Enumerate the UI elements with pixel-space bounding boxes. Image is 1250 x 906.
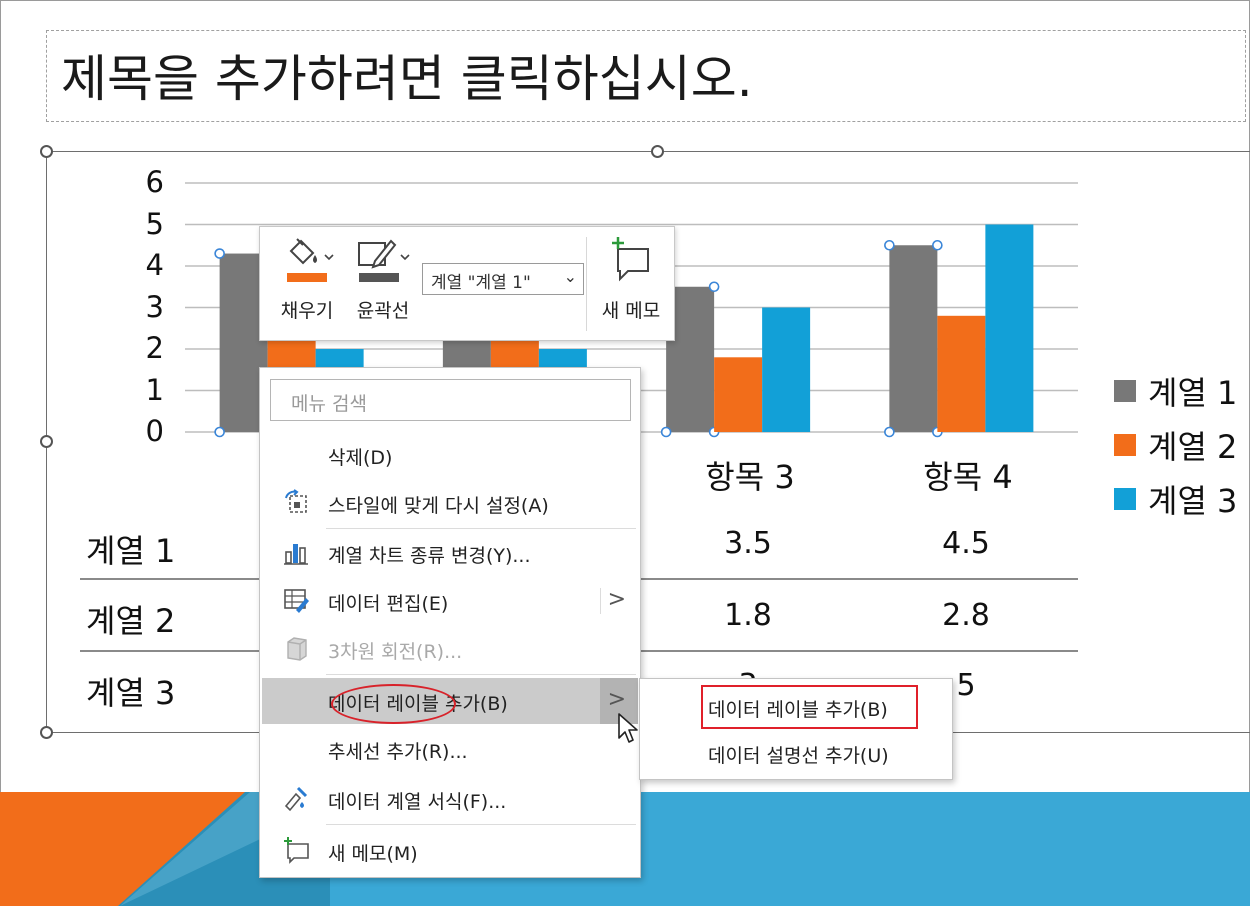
bar-계열3-2[interactable] — [762, 307, 811, 433]
legend-item[interactable]: 계열 1 — [1114, 368, 1237, 414]
menu-item-label: 3차원 회전(R)... — [328, 641, 463, 663]
table-cell: 1.8 — [724, 598, 772, 633]
series-selector-value: 계열 "계열 1" — [431, 273, 531, 293]
menu-item-change-chart-type[interactable]: 계열 차트 종류 변경(Y)... — [262, 530, 638, 576]
bar-계열2-3[interactable] — [937, 315, 986, 432]
highlight-box-annotation — [701, 685, 918, 729]
bar-계열3-3[interactable] — [985, 224, 1034, 433]
table-cell: 2.8 — [942, 598, 990, 633]
outline-button[interactable]: 윤곽선 — [348, 235, 418, 331]
context-menu: 메뉴 검색 삭제(D) 스타일에 맞게 다시 설정(A) 계열 차트 종류 변경… — [259, 367, 641, 878]
mini-toolbar: 채우기 윤곽선 계열 "계열 1" ⌄ 새 메모 — [259, 226, 675, 341]
menu-item-label: 계열 차트 종류 변경(Y)... — [328, 545, 531, 567]
chevron-right-icon[interactable]: > — [607, 587, 626, 612]
chevron-down-icon: ⌄ — [563, 267, 577, 286]
menu-separator — [326, 528, 636, 529]
submenu-item-add-data-labels[interactable]: 데이터 레이블 추가(B) — [640, 685, 952, 729]
chart-type-icon — [284, 544, 308, 565]
legend-swatch — [1114, 434, 1136, 456]
category-label: 항목 4 — [923, 458, 1013, 496]
outline-label: 윤곽선 — [356, 300, 410, 322]
table-row-label: 계열 1 — [86, 532, 176, 570]
menu-item-label: 데이터 편집(E) — [328, 593, 449, 615]
menu-item-label: 데이터 계열 서식(F)... — [328, 791, 507, 813]
new-comment-button[interactable]: 새 메모 — [592, 235, 670, 331]
new-comment-icon — [612, 237, 649, 282]
highlight-oval-annotation — [331, 684, 456, 724]
3d-rotation-icon — [287, 637, 307, 661]
series-selector-dropdown[interactable]: 계열 "계열 1" ⌄ — [422, 263, 584, 295]
legend-label: 계열 1 — [1148, 374, 1238, 412]
format-series-icon — [284, 786, 308, 812]
legend-item[interactable]: 계열 2 — [1114, 422, 1237, 468]
resize-handle-top-left[interactable] — [40, 145, 53, 158]
selection-handle[interactable] — [884, 239, 895, 251]
legend-label: 계열 3 — [1148, 482, 1238, 520]
y-tick-label: 0 — [145, 414, 164, 448]
paint-bucket-icon — [287, 238, 334, 282]
selection-handle[interactable] — [708, 281, 720, 293]
legend-label: 계열 2 — [1148, 428, 1238, 466]
menu-separator — [326, 674, 636, 675]
fill-button[interactable]: 채우기 — [272, 235, 342, 331]
table-row-label: 계열 2 — [86, 602, 176, 640]
y-tick-label: 4 — [145, 248, 164, 282]
menu-separator — [326, 824, 636, 825]
legend-swatch — [1114, 488, 1136, 510]
table-cell: 4.5 — [942, 526, 990, 561]
table-cell: 3.5 — [724, 526, 772, 561]
submenu-item-label: 데이터 설명선 추가(U) — [708, 745, 889, 767]
menu-item-3d-rotation[interactable]: 3차원 회전(R)... — [262, 626, 638, 672]
legend-swatch — [1114, 380, 1136, 402]
resize-handle-bottom-left[interactable] — [40, 726, 53, 739]
menu-item-reset-style[interactable]: 스타일에 맞게 다시 설정(A) — [262, 480, 638, 526]
reset-style-icon — [285, 489, 307, 513]
menu-item-edit-data[interactable]: 데이터 편집(E) > — [262, 578, 638, 624]
bar-계열1-3[interactable] — [889, 245, 938, 432]
menu-item-new-comment[interactable]: 새 메모(M) — [262, 828, 638, 874]
selection-handle[interactable] — [884, 426, 895, 438]
menu-item-format-data-series[interactable]: 데이터 계열 서식(F)... — [262, 776, 638, 822]
menu-item-label: 스타일에 맞게 다시 설정(A) — [328, 495, 549, 517]
menu-item-label: 추세선 추가(R)... — [328, 741, 468, 763]
split-divider — [600, 588, 601, 614]
selection-handle[interactable] — [214, 426, 225, 438]
selection-handle[interactable] — [932, 239, 943, 251]
menu-search-input[interactable]: 메뉴 검색 — [270, 379, 631, 421]
data-labels-submenu: 데이터 레이블 추가(B) 데이터 설명선 추가(U) — [639, 678, 953, 780]
menu-item-add-trendline[interactable]: 추세선 추가(R)... — [262, 726, 638, 772]
y-tick-label: 3 — [145, 289, 164, 324]
pen-outline-icon — [358, 239, 410, 282]
menu-item-label: 새 메모(M) — [328, 843, 418, 865]
resize-handle-top-center[interactable] — [651, 145, 664, 158]
new-comment-icon — [284, 837, 309, 864]
y-tick-label: 1 — [145, 372, 164, 407]
mouse-pointer-icon — [618, 713, 638, 743]
title-placeholder-text: 제목을 추가하려면 클릭하십시오. — [61, 50, 753, 108]
resize-handle-middle-left[interactable] — [40, 435, 53, 448]
menu-item-label: 삭제(D) — [328, 447, 393, 469]
edit-data-icon — [284, 589, 309, 613]
submenu-item-add-data-callouts[interactable]: 데이터 설명선 추가(U) — [640, 731, 952, 775]
selection-handle[interactable] — [660, 426, 672, 438]
y-tick-label: 2 — [145, 331, 164, 365]
menu-item-delete[interactable]: 삭제(D) — [262, 432, 638, 478]
table-row-label: 계열 3 — [86, 674, 176, 712]
category-label: 항목 3 — [705, 458, 795, 496]
table-cell: 5 — [956, 668, 976, 703]
title-placeholder[interactable]: 제목을 추가하려면 클릭하십시오. — [46, 30, 1246, 122]
submenu-item-label: 데이터 레이블 추가(B) — [708, 699, 888, 721]
legend-item[interactable]: 계열 3 — [1114, 476, 1237, 522]
chevron-right-icon: > — [607, 687, 626, 712]
menu-search-placeholder: 메뉴 검색 — [291, 393, 367, 415]
selection-handle[interactable] — [214, 248, 225, 259]
y-tick-label: 5 — [145, 206, 164, 241]
toolbar-separator — [586, 237, 587, 331]
y-tick-label: 6 — [145, 165, 164, 199]
fill-label: 채우기 — [280, 300, 334, 322]
bar-계열2-2[interactable] — [714, 357, 763, 432]
new-comment-label: 새 메모 — [601, 300, 661, 322]
